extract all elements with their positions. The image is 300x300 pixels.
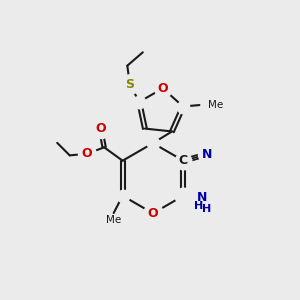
Text: O: O xyxy=(158,82,168,95)
Text: H: H xyxy=(194,202,203,212)
Text: O: O xyxy=(95,122,106,135)
Text: O: O xyxy=(148,207,158,220)
Text: H: H xyxy=(202,204,211,214)
Text: C: C xyxy=(179,154,188,167)
Text: Me: Me xyxy=(208,100,223,110)
Text: N: N xyxy=(196,191,207,204)
Text: O: O xyxy=(82,147,92,161)
Text: Me: Me xyxy=(106,214,121,224)
Text: N: N xyxy=(202,148,212,161)
Text: S: S xyxy=(125,78,134,91)
